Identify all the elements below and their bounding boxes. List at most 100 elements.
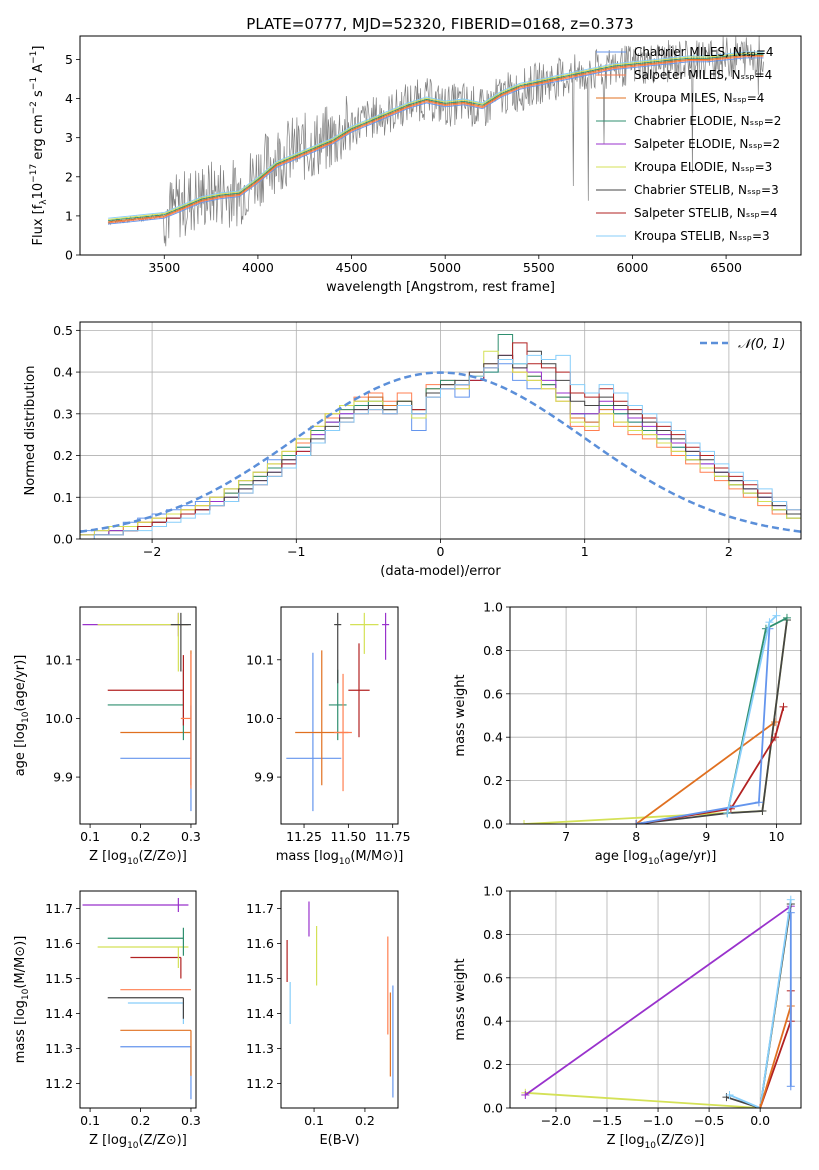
residuals-plot-area [80, 334, 801, 539]
legend-label: 𝒩(0, 1) [738, 337, 785, 352]
x-tick-label: 4000 [242, 260, 274, 275]
y-tick-label: 10.1 [45, 652, 73, 667]
y-tick-label: 11.4 [45, 1006, 73, 1021]
y-tick-label: 11.7 [246, 901, 274, 916]
x-tick-label: 3500 [148, 260, 180, 275]
x-tick-label: 9 [702, 829, 710, 844]
age_vs_z-axes: 0.1 0.2 0.3 9.9 10.0 10.1 Z [log10(Z/Z⊙)] age [… [13, 606, 201, 867]
error-bar-point [107, 927, 184, 956]
weight_vs_z-plot-area [521, 895, 795, 1108]
y-tick-label: 0.5 [53, 323, 73, 338]
y-tick-label: 0.4 [483, 1014, 503, 1029]
weight-line-kroupa_miles [759, 1005, 792, 1108]
y-tick-label: 1 [65, 208, 73, 223]
legend-entry: Chabrier ELODIE, Nₛₛₚ=2 [596, 114, 781, 128]
model-line-chabrier_elodie [108, 53, 764, 222]
y-tick-label: 10.0 [246, 711, 274, 726]
x-tick-label: 5000 [429, 260, 461, 275]
mass_vs_z-axes: 0.1 0.2 0.3 11.2 11.3 11.4 11.5 11.6 11.7 Z [log1… [13, 890, 201, 1151]
weight_vs_age-plot-area [520, 611, 791, 824]
x-tick-label: 11.25 [286, 829, 322, 844]
legend-entry: Kroupa STELIB, Nₛₛₚ=3 [596, 229, 770, 243]
legend-label: Chabrier ELODIE, Nₛₛₚ=2 [634, 114, 781, 128]
weight-marker [786, 1082, 795, 1091]
error-bar-point [334, 612, 342, 684]
y-tick-label: 0.0 [483, 1101, 503, 1116]
legend-entry: Chabrier MILES, Nₛₛₚ=4 [596, 45, 774, 59]
axes-frame [280, 606, 399, 825]
error-bar-point [107, 997, 184, 1019]
y-axis-label: age [log10(age/yr)] [13, 655, 31, 777]
y-tick-label: 0.4 [483, 730, 503, 745]
axes-frame [79, 35, 802, 256]
x-tick-label: 0.3 [181, 829, 201, 844]
y-tick-label: 0.0 [53, 532, 73, 547]
weight-marker [782, 613, 791, 622]
weight-marker [779, 702, 788, 711]
residuals-axes: −2 −1 0 1 2 0.0 0.1 0.2 0.3 0.4 0.5 (data-model)/er… [23, 321, 802, 579]
y-tick-label: 5 [65, 52, 73, 67]
error-bar-point [130, 956, 182, 979]
model-line-salpeter_miles [108, 56, 764, 224]
weight-marker [725, 1090, 734, 1099]
y-axis-label: mass weight [453, 958, 468, 1040]
error-bar-point [180, 653, 192, 789]
x-tick-label: −2.0 [541, 1113, 571, 1128]
x-tick-label: −1.5 [592, 1113, 622, 1128]
normal-curve [80, 371, 801, 533]
weight-marker [758, 806, 767, 815]
y-tick-label: 1.0 [483, 884, 503, 899]
x-axis-label: E(B-V) [319, 1133, 359, 1148]
y-tick-label: 4 [65, 91, 73, 106]
x-tick-label: 2 [725, 544, 733, 559]
axes-frame [509, 606, 802, 825]
weight-marker [521, 1090, 530, 1099]
y-tick-label: 11.2 [246, 1076, 274, 1091]
y-tick-label: 11.6 [246, 936, 274, 951]
y-tick-label: 0.2 [483, 1057, 503, 1072]
age_vs_z-plot-area [82, 612, 192, 812]
x-tick-label: 0.2 [131, 829, 151, 844]
error-bar-point [82, 898, 189, 912]
error-bar-point [348, 643, 370, 738]
x-axis-label: (data-model)/error [380, 564, 501, 579]
mass_vs_z-plot-area [82, 898, 192, 1100]
legend-label: Kroupa STELIB, Nₛₛₚ=3 [634, 229, 770, 243]
legend-entry: Chabrier STELIB, Nₛₛₚ=3 [596, 183, 779, 197]
x-tick-label: 0.0 [750, 1113, 770, 1128]
x-tick-label: 8 [632, 829, 640, 844]
x-tick-label: 1 [581, 544, 589, 559]
legend-label: Chabrier MILES, Nₛₛₚ=4 [634, 45, 774, 59]
x-tick-label: 0.2 [131, 1113, 151, 1128]
age_vs_mass-plot-area [286, 612, 390, 812]
weight-marker [632, 820, 641, 824]
x-tick-label: 5500 [523, 260, 555, 275]
legend-entry: 𝒩(0, 1) [700, 337, 785, 352]
y-tick-label: 0 [65, 248, 73, 263]
y-tick-label: 0.6 [483, 970, 503, 985]
y-tick-label: 0.2 [53, 448, 73, 463]
x-tick-label: 6500 [710, 260, 742, 275]
x-tick-label: 0.1 [304, 1113, 324, 1128]
x-tick-label: 0.1 [80, 1113, 100, 1128]
weight-marker [771, 733, 780, 742]
histogram-step-kroupa_stelib [80, 354, 801, 539]
y-axis-label: Flux [fλ10−17 erg cm−2 s−1 A−1] [29, 46, 49, 246]
y-tick-label: 11.5 [246, 971, 274, 986]
weight-line-chabrier_stelib [636, 619, 788, 824]
figure-title: PLATE=0777, MJD=52320, FIBERID=0168, z=0… [246, 15, 633, 33]
weight-marker [756, 1104, 765, 1108]
error-bar-point [382, 612, 390, 660]
x-axis-label: Z [log10(Z/Z⊙)] [607, 1133, 705, 1151]
error-bar-point [120, 1029, 192, 1076]
error-bar-point [334, 673, 352, 792]
error-bar-point [107, 655, 184, 726]
y-tick-label: 0.6 [483, 686, 503, 701]
x-tick-label: 0.3 [181, 1113, 201, 1128]
error-bar-point [97, 946, 189, 968]
y-tick-label: 0.0 [483, 817, 503, 832]
weight-line-kroupa_miles [635, 721, 776, 824]
legend-entry: Salpeter STELIB, Nₛₛₚ=4 [596, 206, 778, 220]
legend-label: Chabrier STELIB, Nₛₛₚ=3 [634, 183, 779, 197]
